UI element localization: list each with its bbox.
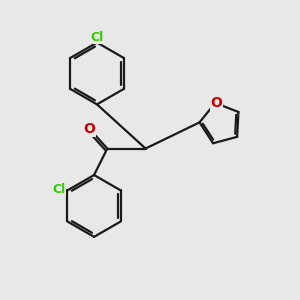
Text: Cl: Cl <box>52 182 66 196</box>
Text: Cl: Cl <box>90 31 104 44</box>
Text: O: O <box>84 122 96 136</box>
Text: O: O <box>211 96 223 110</box>
